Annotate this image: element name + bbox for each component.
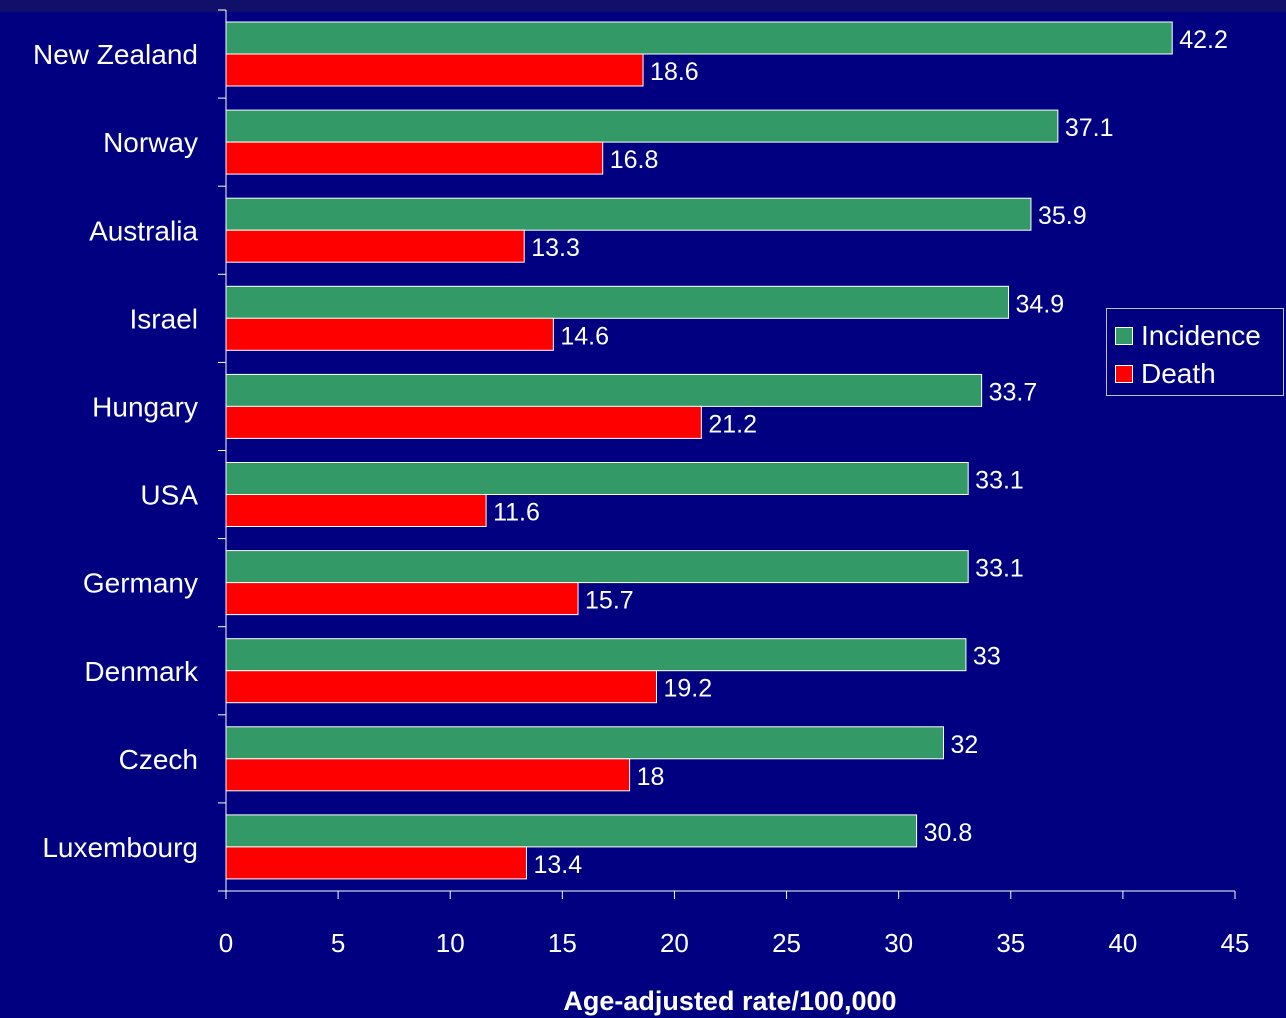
bar-incidence — [225, 197, 1032, 231]
bar-incidence — [225, 638, 967, 672]
bar-incidence — [225, 109, 1059, 143]
bar-death — [225, 670, 658, 704]
data-label-incidence: 32 — [951, 731, 979, 759]
category-label: Norway — [103, 127, 198, 158]
data-label-incidence: 42.2 — [1179, 26, 1228, 54]
x-tick-label: 25 — [772, 928, 801, 958]
data-label-incidence: 35.9 — [1038, 202, 1087, 230]
bar-incidence — [225, 373, 983, 407]
category-label: USA — [140, 480, 198, 511]
bar-incidence — [225, 814, 918, 848]
data-label-death: 14.6 — [560, 322, 609, 350]
x-tick-label: 40 — [1108, 928, 1137, 958]
category-label: Israel — [130, 303, 198, 334]
category-label: Denmark — [84, 656, 199, 687]
data-label-incidence: 37.1 — [1065, 114, 1114, 142]
data-label-incidence: 33.7 — [989, 378, 1038, 406]
bar-incidence — [225, 462, 969, 495]
x-axis-title: Age-adjusted rate/100,000 — [563, 986, 896, 1016]
category-label: New Zealand — [33, 39, 198, 70]
data-label-incidence: 34.9 — [1016, 290, 1065, 318]
data-label-death: 15.7 — [585, 587, 634, 615]
x-tick-label: 10 — [436, 928, 465, 958]
x-tick-label: 20 — [660, 928, 689, 958]
data-label-incidence: 33.1 — [975, 467, 1024, 495]
bar-death — [225, 141, 604, 175]
bar-death — [225, 846, 527, 880]
bar-death — [225, 582, 579, 616]
bar-death — [225, 758, 631, 792]
legend-item-death: Death — [1115, 358, 1216, 389]
top-strip — [0, 0, 1286, 12]
data-label-death: 13.3 — [531, 234, 580, 262]
data-label-incidence: 33 — [973, 643, 1001, 671]
legend-swatch-incidence — [1115, 327, 1133, 345]
bar-death — [225, 53, 644, 87]
legend-item-incidence: Incidence — [1115, 320, 1261, 351]
data-label-incidence: 33.1 — [975, 555, 1024, 583]
x-tick-label: 0 — [219, 928, 233, 958]
legend-swatch-death — [1115, 365, 1133, 383]
data-label-death: 21.2 — [708, 410, 757, 438]
category-label: Hungary — [92, 391, 198, 422]
legend: Incidence Death — [1106, 308, 1284, 396]
data-label-death: 13.4 — [533, 851, 582, 879]
bar-death — [225, 229, 525, 263]
category-label: Luxembourg — [42, 832, 198, 863]
bar-incidence — [225, 550, 969, 584]
data-label-death: 18.6 — [650, 58, 699, 86]
data-label-death: 18 — [637, 763, 665, 791]
x-tick-label: 35 — [996, 928, 1025, 958]
bar-incidence — [225, 285, 1010, 319]
legend-label-incidence: Incidence — [1141, 320, 1261, 351]
category-label: Czech — [119, 744, 198, 775]
x-tick-label: 30 — [884, 928, 913, 958]
x-tick-label: 45 — [1221, 928, 1250, 958]
x-tick-label: 5 — [331, 928, 345, 958]
bar-incidence — [225, 726, 945, 760]
category-label: Germany — [83, 568, 198, 599]
bar-death — [225, 405, 702, 439]
x-tick-label: 15 — [548, 928, 577, 958]
data-label-death: 19.2 — [664, 675, 713, 703]
data-label-death: 16.8 — [610, 146, 659, 174]
legend-label-death: Death — [1141, 358, 1216, 389]
category-label: Australia — [89, 215, 198, 246]
bar-death — [225, 317, 554, 351]
data-label-death: 11.6 — [493, 499, 540, 527]
data-label-incidence: 30.8 — [924, 819, 973, 847]
bar-death — [225, 494, 487, 527]
bar-incidence — [225, 21, 1173, 55]
